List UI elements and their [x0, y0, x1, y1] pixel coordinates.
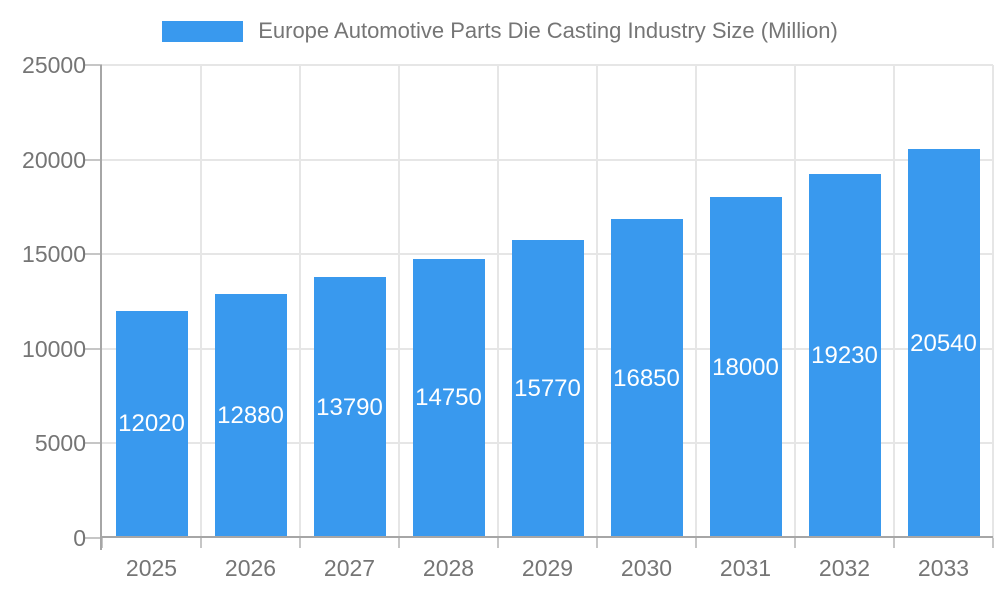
bar-value-label: 12880: [217, 402, 284, 430]
x-gridline: [695, 65, 697, 538]
x-gridline: [794, 65, 796, 538]
y-axis-tick: [85, 442, 102, 445]
y-axis-tick-label: 15000: [22, 241, 86, 268]
y-axis-tick: [85, 253, 102, 256]
legend-swatch: [162, 20, 244, 42]
x-axis-tick: [794, 538, 796, 548]
y-axis-tick: [85, 537, 102, 539]
bar-value-label: 13790: [316, 393, 383, 421]
bar-2026[interactable]: [214, 294, 287, 536]
x-axis-tick: [695, 538, 697, 548]
y-axis-tick-label: 25000: [22, 52, 86, 78]
bar-2030[interactable]: [610, 219, 683, 536]
y-axis-tick-label: 20000: [22, 146, 86, 173]
y-axis-tick: [85, 64, 102, 66]
bar-2031[interactable]: [709, 197, 782, 536]
legend-series-label: Europe Automotive Parts Die Casting Indu…: [258, 18, 838, 43]
chart-legend[interactable]: Europe Automotive Parts Die Casting Indu…: [0, 18, 1000, 44]
x-axis-tick-label: 2033: [917, 555, 970, 581]
x-gridline: [893, 65, 895, 538]
y-axis-tick-label: 5000: [34, 430, 86, 457]
bar-value-label: 16850: [613, 364, 680, 392]
bar-2029[interactable]: [511, 239, 584, 536]
bar-2033[interactable]: [907, 149, 980, 536]
bar-value-label: 19230: [811, 342, 878, 370]
y-axis-tick-label: 10000: [22, 335, 86, 362]
bar-2025[interactable]: [115, 310, 188, 536]
x-axis-line: [100, 536, 993, 538]
x-axis-tick: [398, 538, 400, 548]
x-axis-tick-label: 2026: [224, 555, 277, 581]
x-axis-tick: [992, 538, 994, 548]
y-axis-line: [100, 65, 102, 550]
x-axis-tick: [596, 538, 598, 548]
x-axis-tick-label: 2027: [323, 555, 376, 581]
y-axis-tick: [85, 347, 102, 350]
x-gridline: [992, 65, 994, 538]
x-axis-tick-label: 2028: [422, 555, 475, 581]
x-gridline: [299, 65, 301, 538]
x-gridline: [596, 65, 598, 538]
bar-2028[interactable]: [412, 258, 485, 536]
x-axis-tick-label: 2029: [521, 555, 574, 581]
bar-value-label: 20540: [910, 329, 977, 357]
plot-area: 0 5000 10000 15000 20000 25000 12020 2025 12880 2…: [22, 52, 994, 581]
x-axis-tick-label: 2030: [620, 555, 673, 581]
bar-value-label: 14750: [415, 384, 482, 412]
x-axis-tick-label: 2031: [719, 555, 772, 581]
x-axis-tick: [200, 538, 202, 548]
x-gridline: [200, 65, 202, 538]
y-gridline: [102, 64, 993, 66]
y-axis-tick: [85, 158, 102, 161]
bar-2027[interactable]: [313, 277, 386, 536]
bar-value-label: 15770: [514, 374, 581, 402]
x-axis-tick: [893, 538, 895, 548]
y-gridline: [102, 158, 993, 161]
x-axis-tick: [299, 538, 301, 548]
bar-value-label: 18000: [712, 353, 779, 381]
bar-2032[interactable]: [808, 174, 881, 536]
x-gridline: [497, 65, 499, 538]
x-axis-tick: [101, 538, 103, 548]
y-axis-tick-label: 0: [73, 525, 86, 551]
bar-value-label: 12020: [118, 410, 185, 438]
x-axis-tick-label: 2025: [125, 555, 178, 581]
x-gridline: [398, 65, 400, 538]
x-axis-tick-label: 2032: [818, 555, 871, 581]
x-axis-tick: [497, 538, 499, 548]
